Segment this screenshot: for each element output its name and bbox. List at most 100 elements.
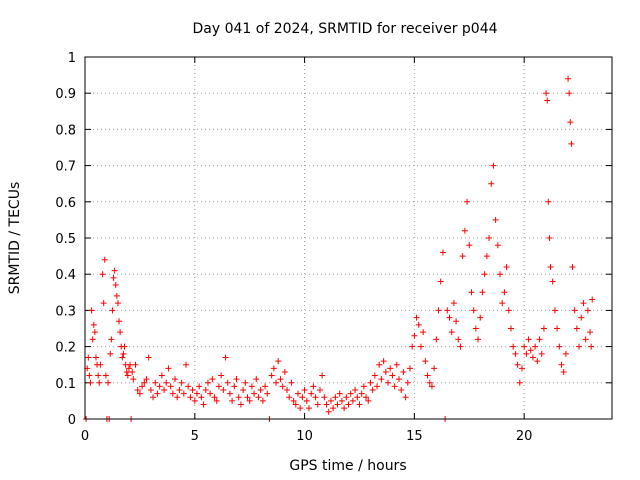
data-point	[527, 347, 534, 354]
data-point	[382, 368, 389, 375]
data-point	[185, 383, 192, 390]
data-point	[226, 390, 233, 397]
data-point	[152, 379, 159, 386]
data-point	[503, 263, 510, 270]
data-point	[273, 379, 280, 386]
data-point	[240, 387, 247, 394]
data-point	[233, 376, 240, 383]
data-point	[129, 368, 136, 375]
data-point	[545, 198, 552, 205]
data-point	[468, 289, 475, 296]
axis-ticks: 00.10.20.30.40.50.60.70.80.910 5 10 15 20	[55, 51, 612, 444]
data-point	[576, 343, 583, 350]
data-point	[124, 372, 131, 379]
data-point	[505, 307, 512, 314]
data-point	[347, 390, 354, 397]
data-point	[101, 256, 108, 263]
data-point	[521, 343, 528, 350]
data-point	[105, 379, 112, 386]
data-point	[161, 387, 168, 394]
data-point	[97, 361, 104, 368]
data-point	[204, 379, 211, 386]
data-point	[303, 397, 310, 404]
data-point	[277, 376, 284, 383]
data-point	[422, 358, 429, 365]
y-tick-label: 0.5	[55, 232, 76, 247]
data-point	[560, 368, 567, 375]
data-point	[102, 372, 109, 379]
data-point	[582, 336, 589, 343]
data-point	[406, 365, 413, 372]
data-point	[237, 401, 244, 408]
data-point	[470, 307, 477, 314]
data-point	[534, 358, 541, 365]
data-point	[165, 365, 172, 372]
data-points	[83, 75, 596, 422]
data-point	[114, 300, 121, 307]
x-tick-label: 20	[516, 429, 533, 444]
data-point	[439, 249, 446, 256]
data-point	[202, 387, 209, 394]
data-point	[369, 387, 376, 394]
data-point	[435, 307, 442, 314]
data-point	[338, 397, 345, 404]
x-tick-label: 10	[296, 429, 313, 444]
data-point	[477, 314, 484, 321]
data-point	[453, 318, 460, 325]
data-point	[176, 387, 183, 394]
data-point	[507, 325, 514, 332]
data-point	[180, 390, 187, 397]
data-point	[532, 343, 539, 350]
data-point	[417, 343, 424, 350]
data-point	[573, 325, 580, 332]
data-point	[286, 394, 293, 401]
data-point	[466, 242, 473, 249]
data-point	[554, 325, 561, 332]
data-point	[154, 390, 161, 397]
data-point	[308, 390, 315, 397]
data-point	[431, 365, 438, 372]
data-point	[187, 394, 194, 401]
data-point	[325, 408, 332, 415]
data-point	[107, 350, 114, 357]
data-point	[345, 401, 352, 408]
data-point	[565, 75, 572, 82]
data-point	[341, 405, 348, 412]
data-point	[229, 397, 236, 404]
data-point	[349, 397, 356, 404]
data-point	[86, 372, 93, 379]
y-tick-label: 0.1	[55, 377, 76, 392]
y-tick-label: 0.2	[55, 341, 76, 356]
data-point	[251, 390, 258, 397]
data-point	[314, 401, 321, 408]
data-point	[391, 383, 398, 390]
y-tick-label: 0.9	[55, 87, 76, 102]
data-point	[150, 394, 157, 401]
data-point	[92, 354, 99, 361]
data-point	[253, 376, 260, 383]
data-point	[284, 387, 291, 394]
data-point	[189, 387, 196, 394]
data-point	[363, 394, 370, 401]
data-point	[327, 397, 334, 404]
data-point	[299, 394, 306, 401]
data-point	[207, 390, 214, 397]
data-point	[568, 140, 575, 147]
y-tick-label: 0.3	[55, 304, 76, 319]
data-point	[244, 394, 251, 401]
data-point	[321, 394, 328, 401]
data-point	[113, 292, 120, 299]
data-point	[222, 354, 229, 361]
data-point	[512, 350, 519, 357]
data-point	[109, 307, 116, 314]
data-point	[213, 397, 220, 404]
data-point	[120, 350, 127, 357]
data-point	[360, 383, 367, 390]
data-point	[472, 325, 479, 332]
data-point	[497, 271, 504, 278]
data-point	[169, 390, 176, 397]
grid	[85, 57, 612, 419]
data-point	[569, 263, 576, 270]
data-point	[85, 354, 92, 361]
